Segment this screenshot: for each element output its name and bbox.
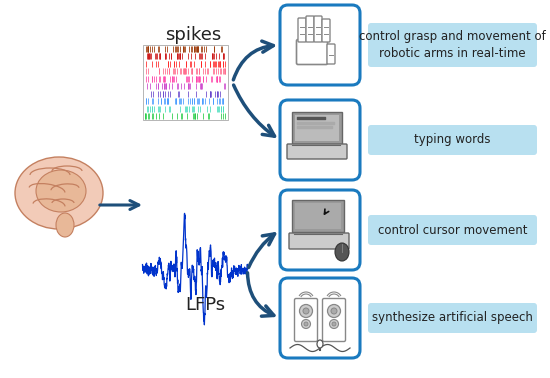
Text: control grasp and movement of
robotic arms in real-time: control grasp and movement of robotic ar…: [359, 30, 546, 60]
Circle shape: [331, 308, 337, 314]
FancyBboxPatch shape: [287, 144, 347, 159]
Bar: [142, 45, 228, 120]
FancyBboxPatch shape: [306, 16, 314, 42]
Text: LFPs: LFPs: [185, 296, 225, 314]
Circle shape: [301, 319, 311, 328]
FancyBboxPatch shape: [322, 299, 345, 341]
Text: spikes: spikes: [165, 26, 221, 44]
FancyBboxPatch shape: [289, 233, 349, 249]
FancyBboxPatch shape: [368, 303, 537, 333]
FancyBboxPatch shape: [327, 44, 335, 64]
Circle shape: [300, 305, 312, 318]
FancyBboxPatch shape: [298, 18, 306, 42]
Circle shape: [327, 305, 340, 318]
FancyBboxPatch shape: [280, 190, 360, 270]
FancyBboxPatch shape: [295, 203, 341, 229]
Text: control cursor movement: control cursor movement: [378, 223, 527, 237]
FancyBboxPatch shape: [280, 5, 360, 85]
Ellipse shape: [335, 243, 349, 261]
Circle shape: [332, 322, 336, 326]
Ellipse shape: [15, 157, 103, 229]
FancyBboxPatch shape: [368, 125, 537, 155]
FancyBboxPatch shape: [294, 299, 317, 341]
FancyBboxPatch shape: [368, 215, 537, 245]
Text: typing words: typing words: [414, 133, 491, 147]
FancyBboxPatch shape: [292, 112, 342, 144]
Circle shape: [304, 322, 308, 326]
FancyBboxPatch shape: [295, 115, 339, 141]
FancyBboxPatch shape: [314, 16, 322, 42]
FancyBboxPatch shape: [368, 23, 537, 67]
Circle shape: [329, 319, 338, 328]
Text: synthesize artificial speech: synthesize artificial speech: [372, 311, 533, 324]
Circle shape: [303, 308, 309, 314]
FancyBboxPatch shape: [322, 19, 330, 42]
Ellipse shape: [56, 213, 74, 237]
Ellipse shape: [317, 340, 323, 348]
FancyBboxPatch shape: [296, 39, 327, 65]
FancyBboxPatch shape: [292, 200, 344, 232]
Ellipse shape: [36, 170, 86, 212]
FancyBboxPatch shape: [280, 278, 360, 358]
FancyBboxPatch shape: [280, 100, 360, 180]
